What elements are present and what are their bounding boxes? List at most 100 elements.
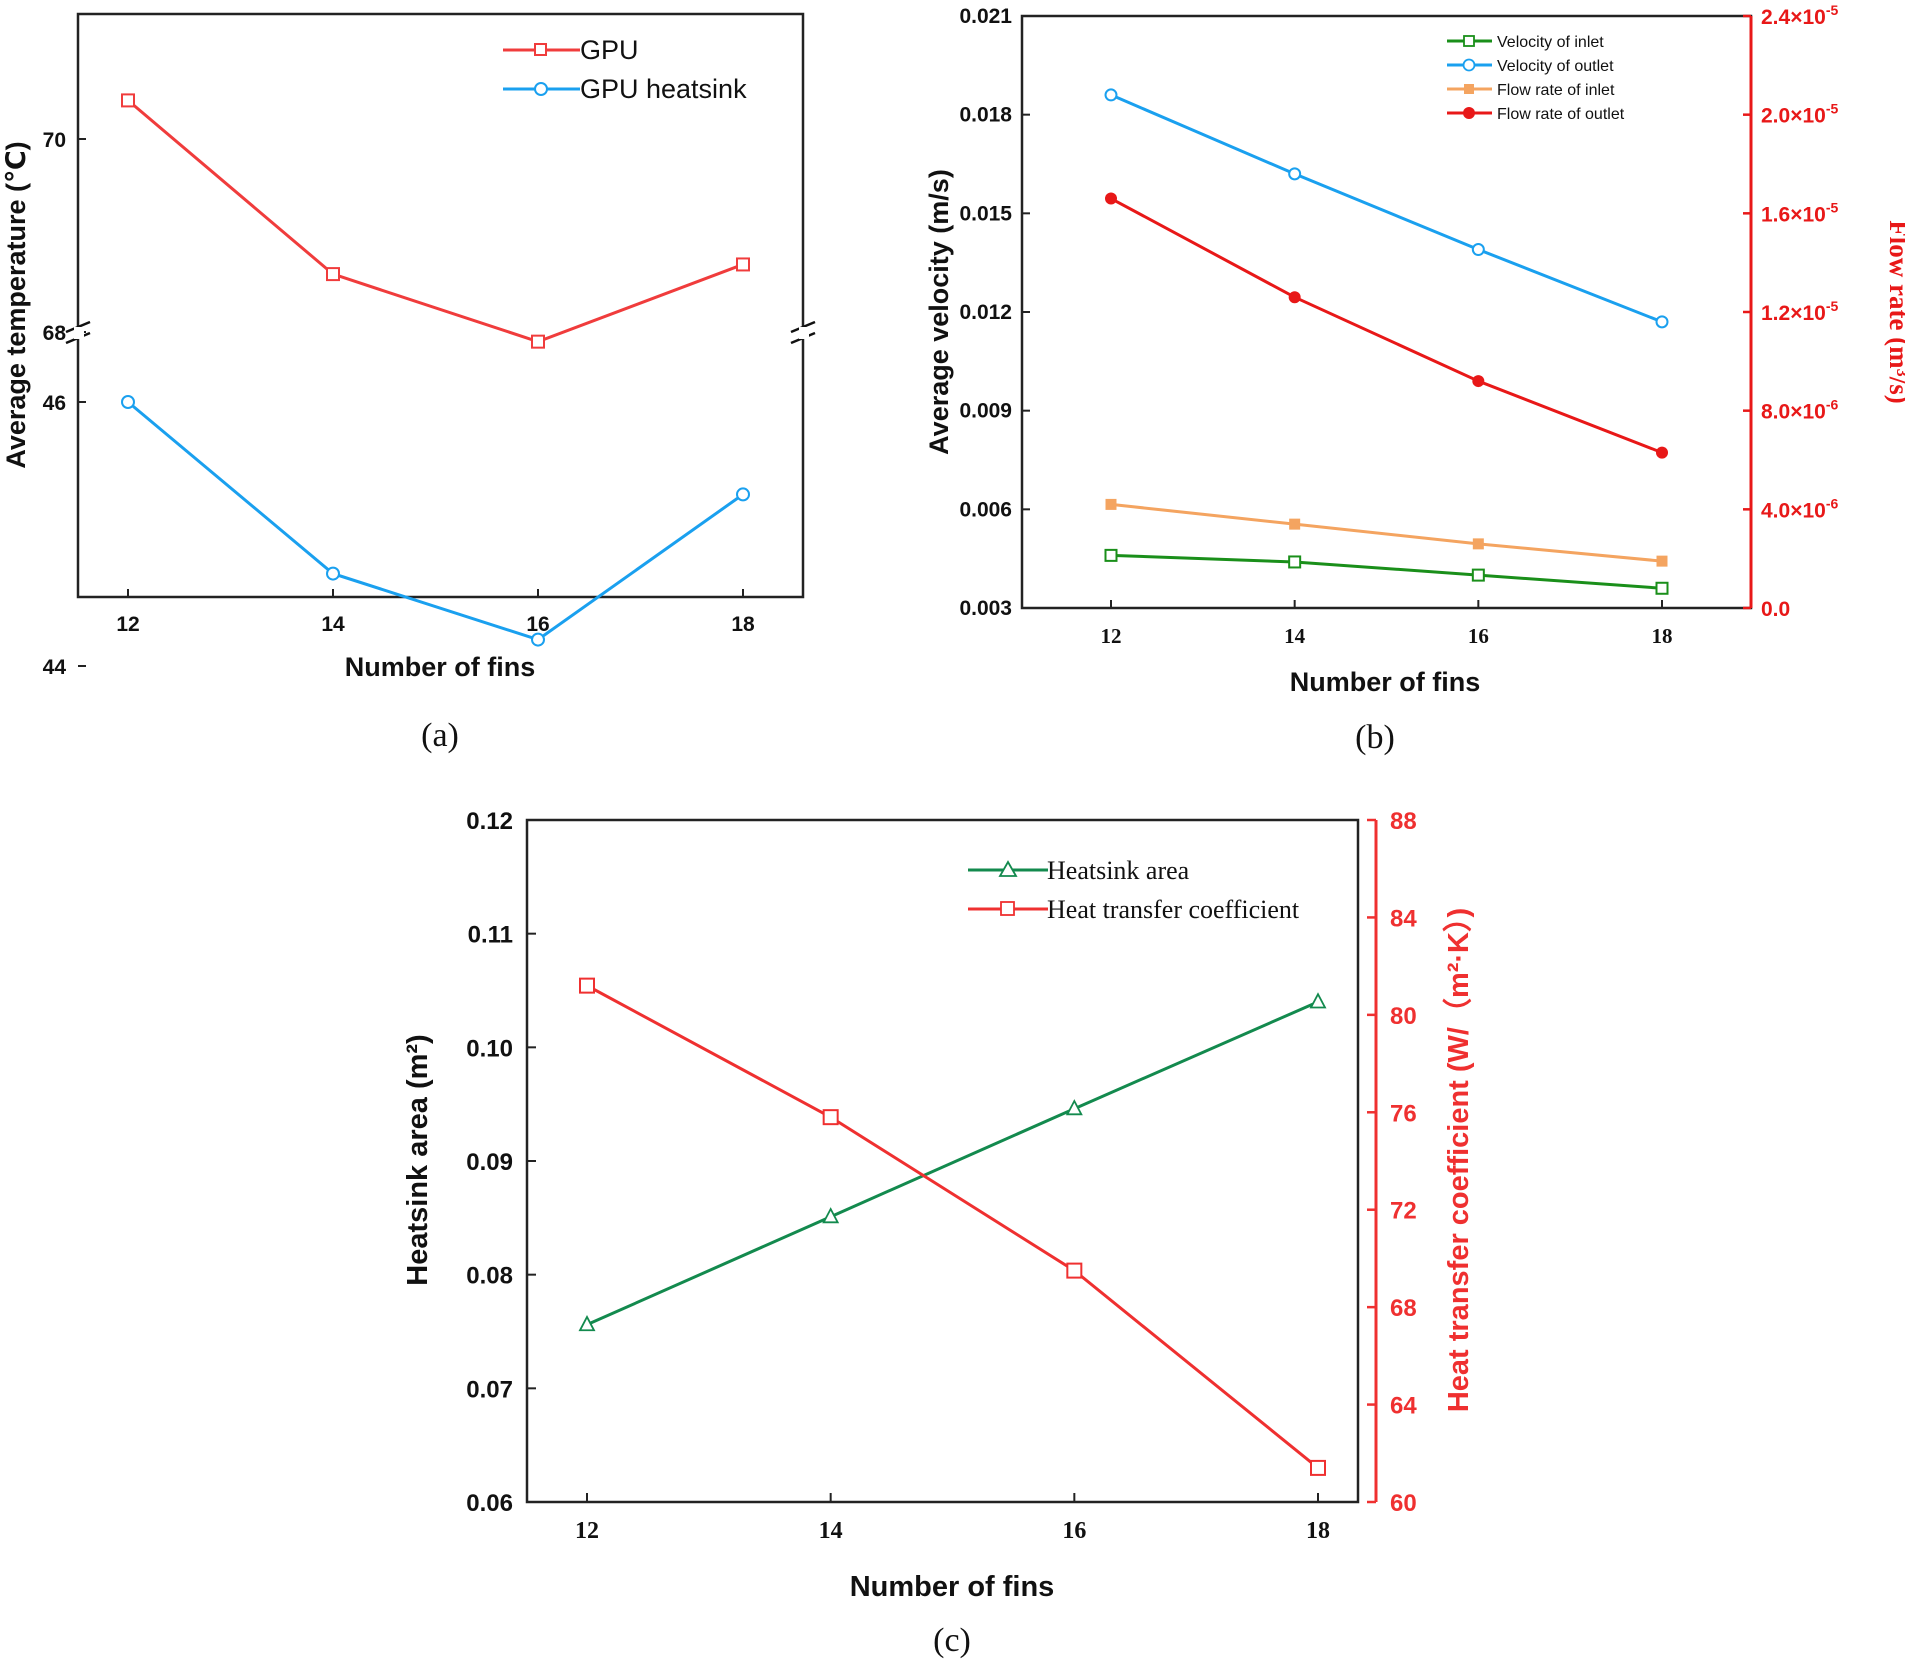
chart-b-legend-flow-outlet: Flow rate of outlet	[1497, 106, 1625, 123]
chart-b-point-3-1	[1288, 291, 1301, 304]
chart-c-ytick-label: 0.11	[468, 922, 513, 949]
chart-c-legend: Heatsink area Heat transfer coefficient	[968, 856, 1300, 924]
chart-c-xtick-label: 12	[575, 1518, 599, 1544]
chart-c-xtick-label: 18	[1306, 1518, 1330, 1544]
chart-c-legend-area-marker	[998, 860, 1018, 877]
chart-c-point-0-2	[1065, 1099, 1083, 1116]
chart-a-point-0-2	[531, 334, 545, 349]
chart-a: 121416186870724446 Number of fins Averag…	[1, 12, 816, 754]
chart-b-point-3-3	[1656, 446, 1668, 459]
chart-b-series-line-0	[1110, 553, 1663, 590]
chart-b-point-3-0	[1105, 192, 1117, 205]
chart-b-legend-vel-outlet: Velocity of outlet	[1497, 58, 1614, 75]
chart-b-y2tick-label: 0.0	[1761, 598, 1790, 621]
chart-c-ylabel: Heatsink area (m²)	[402, 1034, 434, 1285]
chart-b-legend: Velocity of inlet Velocity of outlet Flo…	[1447, 34, 1625, 123]
chart-b-xtick-label: 16	[1468, 624, 1489, 648]
chart-c-y2tick-label: 80	[1390, 1003, 1417, 1030]
caption-a: (a)	[421, 717, 459, 754]
chart-b-series-line-3	[1110, 197, 1663, 454]
chart-c-point-0-0	[578, 1315, 596, 1332]
chart-b-point-3-2	[1472, 375, 1485, 388]
chart-b-xlabel: Number of fins	[1290, 667, 1481, 697]
chart-b-legend-vel-inlet: Velocity of inlet	[1497, 34, 1604, 51]
chart-b-ytick-label: 0.003	[959, 597, 1012, 620]
chart-b-series-line-1	[1110, 93, 1663, 324]
chart-c-y2tick-label: 84	[1390, 905, 1417, 932]
chart-c-y2tick-label: 64	[1390, 1393, 1417, 1420]
chart-a-xtick-label: 18	[731, 613, 755, 636]
chart-b-series-line-2	[1110, 502, 1663, 563]
chart-c-point-0-3	[1309, 992, 1327, 1009]
chart-b-y2tick-label: 2.4×10-5	[1761, 2, 1838, 29]
chart-b-y2tick-label: 1.6×10-5	[1761, 199, 1838, 226]
chart-c-series-line-0	[586, 1000, 1319, 1327]
chart-c-y2tick-label: 60	[1390, 1490, 1417, 1517]
chart-a-point-0-1	[326, 267, 340, 282]
chart-c: 12 14 16 18 0.06 0.07 0.08 0.09 0.10 0.11 0.12 60 64…	[402, 808, 1475, 1659]
chart-a-series-line-1	[127, 400, 744, 642]
chart-c-y2tick-label: 72	[1390, 1198, 1417, 1225]
chart-b-legend-flow-outlet-marker	[1463, 107, 1475, 119]
chart-c-y2label: Heat transfer coefficient (W/（m²·K）)	[1442, 908, 1475, 1412]
chart-b-ytick-label: 0.009	[959, 400, 1012, 423]
chart-a-ytick-label: 70	[43, 129, 66, 152]
chart-a-point-0-3	[736, 257, 750, 272]
chart-b-point-0-2	[1471, 568, 1485, 582]
chart-b-y2tick-label: 8.0×10-6	[1761, 397, 1838, 424]
chart-c-legend-htc-marker	[1000, 901, 1015, 916]
chart-a-plot-frame	[76, 12, 805, 599]
chart-b-ylabel: Average velocity (m/s)	[924, 169, 954, 455]
chart-b-point-1-0	[1104, 88, 1118, 102]
chart-c-y2tick-label: 68	[1390, 1295, 1417, 1322]
chart-a-legend: GPU GPU heatsink	[503, 35, 747, 104]
chart-b-ytick-label: 0.018	[959, 104, 1012, 127]
chart-b-point-0-0	[1104, 548, 1118, 562]
chart-b-point-1-1	[1288, 167, 1302, 181]
chart-a-ytick-label: 68	[43, 322, 67, 345]
caption-c: (c)	[933, 1622, 971, 1659]
chart-b-y2label: Flow rate (m³/s)	[1884, 220, 1905, 404]
chart-b-xtick-label: 12	[1101, 624, 1122, 648]
chart-b-point-2-0	[1105, 498, 1117, 510]
chart-c-ytick-label: 0.07	[466, 1376, 513, 1403]
chart-a-point-1-3	[736, 487, 750, 502]
chart-a-legend-gpu: GPU	[580, 35, 639, 65]
chart-c-xtick-label: 14	[819, 1518, 843, 1544]
chart-c-point-1-1	[822, 1109, 839, 1126]
chart-c-y2tick-label: 88	[1390, 808, 1417, 835]
chart-b-point-2-1	[1289, 518, 1301, 530]
chart-b-point-2-3	[1656, 555, 1668, 567]
chart-a-xtick-label: 16	[526, 613, 549, 636]
chart-a-xtick-label: 14	[321, 613, 345, 636]
chart-a-series-line-0	[127, 99, 744, 344]
chart-c-series-line-1	[586, 984, 1319, 1470]
chart-b-ytick-label: 0.012	[959, 301, 1012, 324]
chart-c-point-1-0	[579, 977, 595, 994]
chart-b-ytick-label: 0.006	[959, 498, 1012, 521]
chart-a-point-1-2	[531, 632, 545, 647]
chart-c-y2tick-label: 76	[1390, 1100, 1417, 1127]
chart-c-ytick-label: 0.06	[466, 1490, 513, 1517]
chart-b-point-2-2	[1472, 538, 1484, 550]
chart-a-point-1-0	[121, 395, 135, 409]
chart-a-xlabel: Number of fins	[345, 652, 536, 682]
chart-b-xtick-label: 14	[1284, 624, 1306, 648]
caption-b: (b)	[1355, 719, 1395, 756]
chart-c-point-1-2	[1066, 1262, 1083, 1279]
chart-a-legend-gpu-heatsink: GPU heatsink	[580, 74, 747, 104]
chart-c-ytick-label: 0.10	[466, 1035, 513, 1062]
chart-b-xtick-label: 18	[1652, 624, 1673, 648]
chart-b-point-1-3	[1655, 315, 1669, 329]
chart-a-ylabel: Average temperature (℃)	[1, 141, 31, 468]
chart-c-legend-htc: Heat transfer coefficient	[1047, 895, 1300, 924]
chart-b-legend-vel-outlet-marker	[1462, 58, 1476, 72]
chart-b-legend-flow-inlet-marker	[1464, 84, 1474, 94]
chart-a-point-0-0	[121, 93, 135, 108]
chart-b: 12 14 16 18 0.003 0.006 0.009 0.012 0.015 0.018 0.…	[924, 2, 1905, 756]
chart-b-legend-flow-inlet: Flow rate of inlet	[1497, 82, 1615, 99]
chart-a-legend-gpu-marker	[534, 43, 547, 56]
chart-b-y2tick-label: 4.0×10-6	[1761, 495, 1838, 522]
chart-c-xtick-label: 16	[1062, 1518, 1086, 1544]
